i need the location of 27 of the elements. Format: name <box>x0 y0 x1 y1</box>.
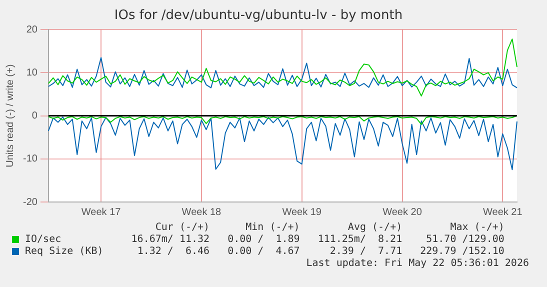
text: 0.00 / 1.89 <box>226 234 300 246</box>
x-tick-label: Week 18 <box>182 206 222 218</box>
text: 2.39 / 7.71 <box>328 246 402 258</box>
text: Last update: Fri May 22 05:36:01 2026 <box>305 258 530 270</box>
x-tick-label: Week 21 <box>483 206 523 218</box>
text: Max (-/+) <box>449 222 504 234</box>
text: 1.32 / 6.46 <box>136 246 210 258</box>
x-tick-label: Week 20 <box>382 206 422 218</box>
legend-label: Req Size (KB) <box>24 246 104 258</box>
legend-label: IO/sec <box>24 234 62 246</box>
x-tick-label: Week 17 <box>81 206 122 218</box>
y-tick-label: 20 <box>26 24 38 36</box>
y-tick-label: -10 <box>23 154 38 165</box>
text: Min (-/+) <box>244 222 300 234</box>
y-axis-title: Units read (-) / write (+) <box>4 64 16 168</box>
chart-title: IOs for /dev/ubuntu-vg/ubuntu-lv - by month <box>114 8 403 24</box>
y-tick-label: -20 <box>23 196 38 208</box>
text: 111.25m/ 8.21 <box>316 234 402 246</box>
x-tick-label: Week 19 <box>282 206 322 218</box>
text: 51.70 /129.00 <box>425 234 504 246</box>
text: 16.67m/ 11.32 <box>130 234 210 246</box>
y-tick-label: 0 <box>32 110 38 122</box>
y-tick-label: 10 <box>26 67 38 78</box>
text: 229.79 /152.10 <box>419 246 504 258</box>
text: 0.00 / 4.67 <box>226 246 300 258</box>
text: Cur (-/+) <box>154 222 210 234</box>
text: Avg (-/+) <box>346 222 402 234</box>
